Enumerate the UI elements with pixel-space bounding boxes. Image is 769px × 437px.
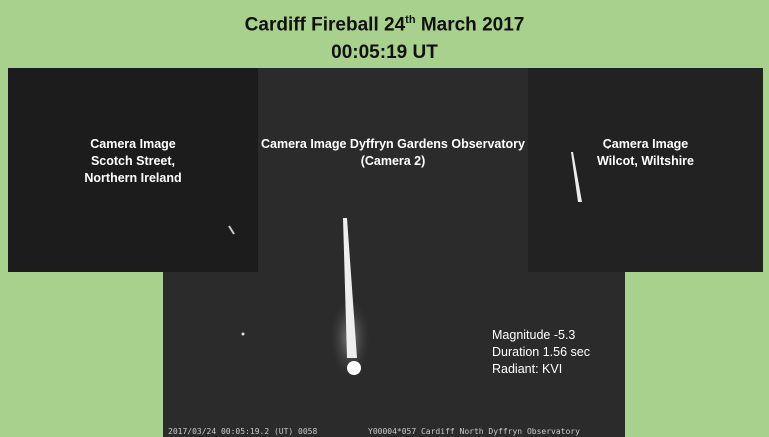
right-camera-label: Camera Image Wilcot, Wiltshire bbox=[528, 136, 763, 170]
label-line: Northern Ireland bbox=[8, 170, 258, 187]
observatory-id: Y00004*057 Cardiff North Dyffryn Observa… bbox=[368, 427, 580, 436]
stat-line: Radiant: KVI bbox=[492, 361, 590, 378]
time: 00:05:19 UT bbox=[0, 42, 769, 64]
label-line: Camera Image bbox=[528, 136, 763, 153]
slide: Cardiff Fireball 24th March 2017 00:05:1… bbox=[0, 0, 769, 437]
title: Cardiff Fireball 24th March 2017 bbox=[0, 14, 769, 36]
label-line: (Camera 2) bbox=[258, 153, 528, 170]
center-camera-label: Camera Image Dyffryn Gardens Observatory… bbox=[258, 136, 528, 170]
stat-line: Duration 1.56 sec bbox=[492, 344, 590, 361]
title-text: March 2017 bbox=[416, 14, 525, 35]
timestamp: 2017/03/24 00:05:19.2 (UT) 0058 bbox=[168, 427, 317, 436]
right-camera-image bbox=[528, 68, 763, 272]
meteor-streak bbox=[528, 68, 763, 272]
fireball-stats: Magnitude -5.3 Duration 1.56 sec Radiant… bbox=[492, 327, 590, 378]
label-line: Scotch Street, bbox=[8, 153, 258, 170]
label-line: Camera Image bbox=[8, 136, 258, 153]
stat-line: Magnitude -5.3 bbox=[492, 327, 590, 344]
title-superscript: th bbox=[405, 14, 415, 26]
label-line: Camera Image Dyffryn Gardens Observatory bbox=[258, 136, 528, 153]
title-text: Cardiff Fireball 24 bbox=[245, 14, 406, 35]
label-line: Wilcot, Wiltshire bbox=[528, 153, 763, 170]
left-camera-label: Camera Image Scotch Street, Northern Ire… bbox=[8, 136, 258, 187]
